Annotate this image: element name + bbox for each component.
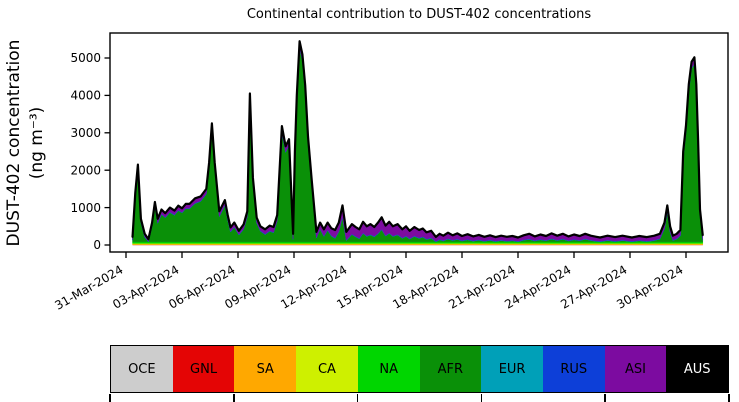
area-layer-na: [132, 241, 703, 244]
y-tick-label: 0: [93, 238, 101, 252]
y-tick-label: 2000: [70, 163, 101, 177]
y-tick-label: 1000: [70, 201, 101, 215]
chart-title: Continental contribution to DUST-402 con…: [246, 7, 592, 22]
legend-tick: [604, 394, 606, 402]
legend-tick: [728, 394, 730, 402]
stacked-area-plot: 01000200030004000500031-Mar-202403-Apr-2…: [52, 32, 729, 313]
y-tick-label: 5000: [70, 51, 101, 65]
legend-item-sa: SA: [234, 346, 297, 392]
legend-item-afr: AFR: [419, 346, 482, 392]
total-outline: [131, 40, 704, 241]
legend-tick: [480, 394, 483, 402]
legend-item-aus: AUS: [666, 346, 729, 392]
legend-tick: [109, 394, 111, 402]
legend-item-gnl: GNL: [172, 346, 235, 392]
axes-box: [109, 32, 729, 253]
legend-tick: [233, 394, 235, 402]
legend-colorbar: OCE GNL SA CA NA AFR EUR RUS ASI AUS: [110, 345, 729, 393]
legend-item-rus: RUS: [542, 346, 605, 392]
y-tick-label: 4000: [70, 89, 101, 103]
legend-tick: [356, 394, 359, 402]
area-layer-afr: [132, 47, 703, 243]
legend-item-eur: EUR: [481, 346, 543, 392]
y-tick-label: 3000: [70, 126, 101, 140]
legend-item-ca: CA: [296, 346, 358, 392]
legend-item-asi: ASI: [604, 346, 667, 392]
legend-item-oce: OCE: [111, 346, 173, 392]
legend-item-na: NA: [357, 346, 420, 392]
